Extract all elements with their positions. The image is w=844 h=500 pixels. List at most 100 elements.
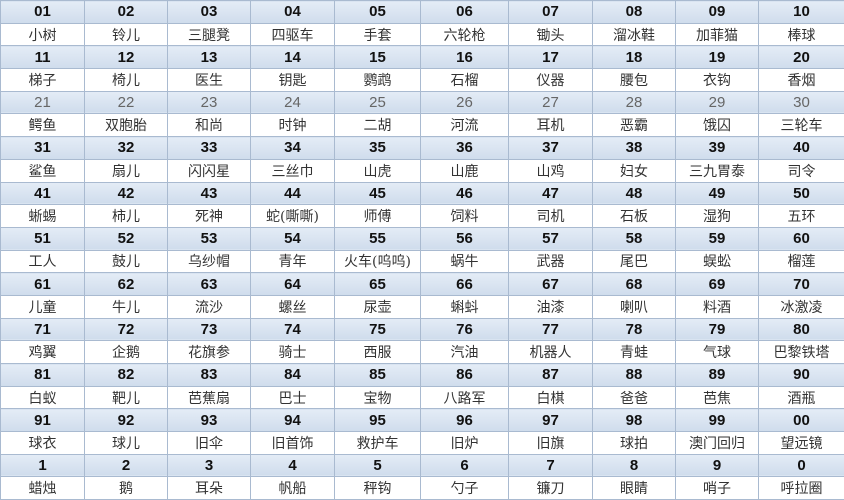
number-cell: 63 bbox=[167, 272, 251, 296]
number-row: 91 92 93 94 95 96 97 98 99 00 bbox=[0, 408, 844, 433]
word-cell: 白蚁 bbox=[0, 385, 85, 410]
word-cell: 靶儿 bbox=[84, 385, 168, 410]
number-cell: 32 bbox=[84, 136, 168, 160]
word-cell: 帆船 bbox=[250, 476, 335, 500]
number-cell: 79 bbox=[675, 317, 759, 342]
word-cell: 油漆 bbox=[508, 294, 593, 319]
number-cell: 19 bbox=[675, 45, 759, 70]
word-cell: 巴士 bbox=[250, 385, 335, 410]
word-cell: 鳄鱼 bbox=[0, 113, 85, 138]
word-cell: 蛇(嘶嘶) bbox=[250, 204, 335, 228]
number-cell: 75 bbox=[334, 317, 421, 342]
word-cell: 耳朵 bbox=[167, 476, 251, 500]
number-cell: 80 bbox=[758, 317, 844, 342]
word-cell: 蜈蚣 bbox=[675, 249, 759, 274]
number-cell: 05 bbox=[334, 0, 421, 24]
number-cell: 92 bbox=[84, 408, 168, 433]
number-cell: 83 bbox=[167, 363, 251, 387]
number-cell: 45 bbox=[334, 181, 421, 206]
number-cell: 03 bbox=[167, 0, 251, 24]
number-cell: 34 bbox=[250, 136, 335, 160]
number-cell: 16 bbox=[420, 45, 509, 70]
number-cell: 70 bbox=[758, 272, 844, 296]
word-cell: 芭蕉扇 bbox=[167, 385, 251, 410]
word-cell: 河流 bbox=[420, 113, 509, 138]
word-cell: 三腿凳 bbox=[167, 22, 251, 47]
number-cell: 15 bbox=[334, 45, 421, 70]
number-cell: 58 bbox=[592, 226, 676, 251]
word-cell: 石板 bbox=[592, 204, 676, 228]
word-cell: 哨子 bbox=[675, 476, 759, 500]
number-cell: 36 bbox=[420, 136, 509, 160]
word-cell: 鼓儿 bbox=[84, 249, 168, 274]
number-cell: 54 bbox=[250, 226, 335, 251]
number-cell: 98 bbox=[592, 408, 676, 433]
number-cell: 2 bbox=[84, 453, 168, 478]
number-cell: 46 bbox=[420, 181, 509, 206]
number-cell: 25 bbox=[334, 90, 421, 115]
word-cell: 五环 bbox=[758, 204, 844, 228]
number-cell: 17 bbox=[508, 45, 593, 70]
word-cell: 小树 bbox=[0, 22, 85, 47]
word-cell: 钥匙 bbox=[250, 68, 335, 92]
number-cell: 71 bbox=[0, 317, 85, 342]
number-cell: 08 bbox=[592, 0, 676, 24]
word-cell: 青年 bbox=[250, 249, 335, 274]
word-cell: 牛儿 bbox=[84, 294, 168, 319]
word-cell: 工人 bbox=[0, 249, 85, 274]
number-cell: 06 bbox=[420, 0, 509, 24]
word-cell: 气球 bbox=[675, 340, 759, 364]
word-cell: 和尚 bbox=[167, 113, 251, 138]
number-cell: 24 bbox=[250, 90, 335, 115]
number-cell: 5 bbox=[334, 453, 421, 478]
number-cell: 56 bbox=[420, 226, 509, 251]
number-cell: 55 bbox=[334, 226, 421, 251]
number-cell: 67 bbox=[508, 272, 593, 296]
number-cell: 09 bbox=[675, 0, 759, 24]
word-cell: 骑士 bbox=[250, 340, 335, 364]
number-cell: 76 bbox=[420, 317, 509, 342]
word-cell: 椅儿 bbox=[84, 68, 168, 92]
word-row: 蜡烛鹅耳朵 帆船 秤钩 勺子 镰刀 眼睛 哨子 呼拉圈 bbox=[0, 476, 844, 500]
number-cell: 44 bbox=[250, 181, 335, 206]
number-cell: 11 bbox=[0, 45, 85, 70]
word-cell: 喇叭 bbox=[592, 294, 676, 319]
number-cell: 93 bbox=[167, 408, 251, 433]
word-row: 梯子 椅儿 医生 钥匙 鹦鹉 石榴 仪器 腰包 衣钩 香烟 bbox=[0, 68, 844, 92]
number-cell: 85 bbox=[334, 363, 421, 387]
word-cell: 料酒 bbox=[675, 294, 759, 319]
number-cell: 40 bbox=[758, 136, 844, 160]
number-cell: 28 bbox=[592, 90, 676, 115]
word-cell: 湿狗 bbox=[675, 204, 759, 228]
word-cell: 火车(呜呜) bbox=[334, 249, 421, 274]
word-cell: 梯子 bbox=[0, 68, 85, 92]
word-cell: 闪闪星 bbox=[167, 158, 251, 183]
word-row: 儿童 牛儿 流沙 螺丝 尿壶 蝌蚪 油漆 喇叭 料酒 冰激凌 bbox=[0, 294, 844, 319]
number-cell: 02 bbox=[84, 0, 168, 24]
number-cell: 61 bbox=[0, 272, 85, 296]
word-cell: 眼睛 bbox=[592, 476, 676, 500]
number-cell: 73 bbox=[167, 317, 251, 342]
word-row: 球衣 球儿 旧伞 旧首饰 救护车 旧炉 旧旗 球拍 澳门回归 望远镜 bbox=[0, 431, 844, 455]
word-cell: 蜗牛 bbox=[420, 249, 509, 274]
word-cell: 儿童 bbox=[0, 294, 85, 319]
word-cell: 球儿 bbox=[84, 431, 168, 455]
word-cell: 师傅 bbox=[334, 204, 421, 228]
word-cell: 衣钩 bbox=[675, 68, 759, 92]
word-cell: 冰激凌 bbox=[758, 294, 844, 319]
word-cell: 二胡 bbox=[334, 113, 421, 138]
word-cell: 旧旗 bbox=[508, 431, 593, 455]
word-cell: 棒球 bbox=[758, 22, 844, 47]
word-cell: 旧炉 bbox=[420, 431, 509, 455]
number-cell: 77 bbox=[508, 317, 593, 342]
number-cell: 90 bbox=[758, 363, 844, 387]
number-cell: 26 bbox=[420, 90, 509, 115]
word-cell: 球拍 bbox=[592, 431, 676, 455]
number-cell: 33 bbox=[167, 136, 251, 160]
word-cell: 饿囚 bbox=[675, 113, 759, 138]
word-cell: 手套 bbox=[334, 22, 421, 47]
number-cell: 39 bbox=[675, 136, 759, 160]
word-cell: 仪器 bbox=[508, 68, 593, 92]
word-cell: 鹦鹉 bbox=[334, 68, 421, 92]
word-cell: 蝌蚪 bbox=[420, 294, 509, 319]
